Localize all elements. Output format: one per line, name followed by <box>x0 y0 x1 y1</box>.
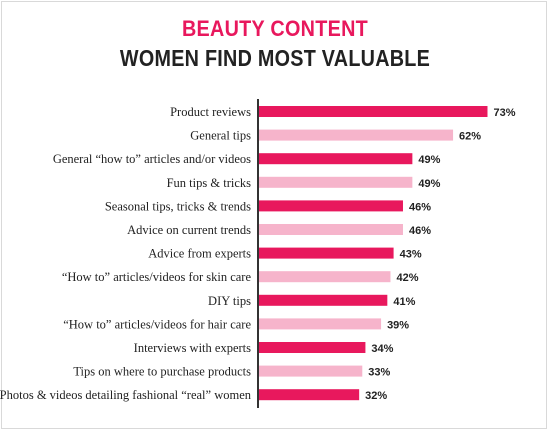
category-label-1: General tips <box>190 129 251 143</box>
value-label-2: 49% <box>418 154 440 166</box>
category-label-0: Product reviews <box>170 105 251 119</box>
bar-5 <box>259 224 403 235</box>
category-label-7: “How to” articles/videos for skin care <box>62 270 252 284</box>
value-label-7: 42% <box>396 272 418 284</box>
category-label-12: Photos & videos detailing fashional “rea… <box>0 388 252 402</box>
value-label-3: 49% <box>418 178 440 190</box>
value-label-10: 34% <box>371 343 393 355</box>
category-label-8: DIY tips <box>208 294 251 308</box>
value-label-0: 73% <box>493 107 515 119</box>
value-label-9: 39% <box>387 319 409 331</box>
bar-12 <box>259 389 360 401</box>
value-label-6: 43% <box>400 249 422 261</box>
category-label-2: General “how to” articles and/or videos <box>53 152 251 166</box>
value-label-4: 46% <box>409 201 431 213</box>
bar-1 <box>259 129 454 141</box>
bar-6 <box>259 247 394 259</box>
category-label-4: Seasonal tips, tricks & trends <box>105 199 251 213</box>
category-label-3: Fun tips & tricks <box>167 176 252 190</box>
bar-8 <box>259 294 388 306</box>
bar-0 <box>259 106 488 117</box>
value-label-8: 41% <box>393 296 415 308</box>
value-label-12: 32% <box>365 390 387 402</box>
bar-9 <box>259 318 382 330</box>
value-label-11: 33% <box>368 367 390 379</box>
category-label-11: Tips on where to purchase products <box>73 365 251 379</box>
bar-2 <box>259 153 413 165</box>
chart-subtitle: WOMEN FIND MOST VALUABLE <box>119 45 431 71</box>
value-label-1: 62% <box>459 131 481 143</box>
category-label-5: Advice on current trends <box>127 223 251 237</box>
bar-11 <box>259 365 363 377</box>
bar-4 <box>259 200 403 212</box>
bar-3 <box>259 176 413 188</box>
bar-7 <box>259 271 391 283</box>
category-label-9: “How to” articles/videos for hair care <box>63 317 251 331</box>
category-label-10: Interviews with experts <box>134 341 251 355</box>
value-label-5: 46% <box>409 225 431 237</box>
chart-title: BEAUTY CONTENT <box>181 16 369 41</box>
bar-10 <box>259 342 366 353</box>
category-label-6: Advice from experts <box>148 247 251 261</box>
